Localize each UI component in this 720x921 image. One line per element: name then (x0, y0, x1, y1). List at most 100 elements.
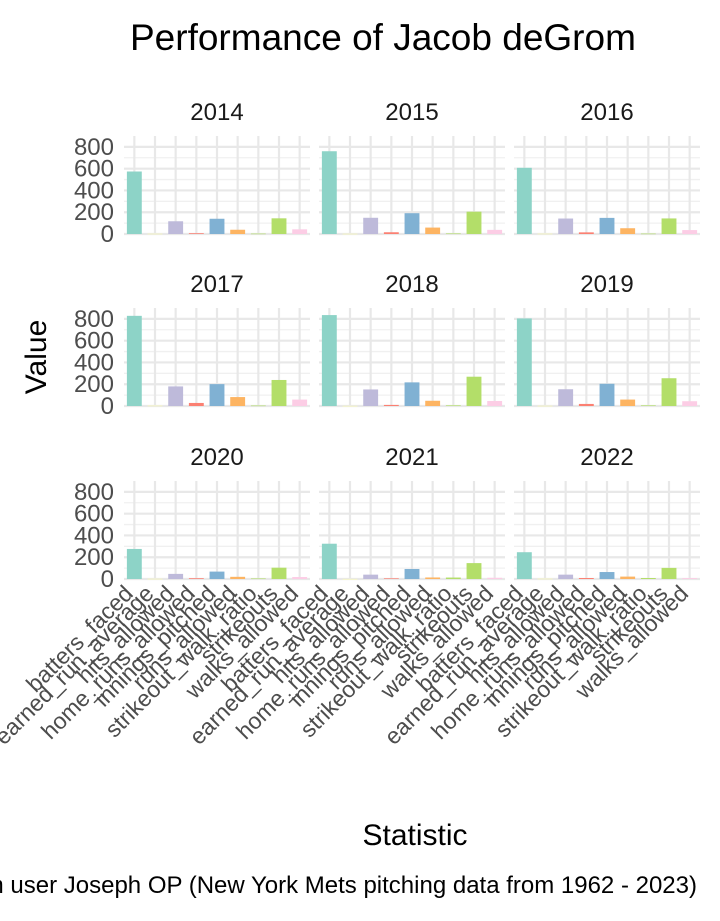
facet-panel-2019: 2019 (514, 271, 700, 408)
facet-strip-label: 2016 (580, 99, 633, 126)
bar-2015-runs_allowed (425, 227, 441, 234)
facet-strip-label: 2015 (385, 99, 438, 126)
bar-2021-runs_allowed (425, 577, 441, 579)
y-axis-label: Value (20, 320, 53, 395)
bar-2016-batters_faced (516, 167, 532, 234)
bar-2021-batters_faced (321, 543, 337, 579)
bar-2014-strikeout_walk_ratio (250, 233, 266, 235)
bar-2017-home_runs_allowed (188, 402, 204, 406)
bar-2015-hits_allowed (363, 217, 379, 234)
bar-2019-hits_allowed (558, 389, 574, 406)
bar-2019-batters_faced (516, 318, 532, 406)
bar-2020-home_runs_allowed (188, 578, 204, 579)
bar-2021-strikeouts (466, 563, 482, 579)
bar-2017-earned_run_average (147, 405, 163, 407)
y-tick-label: 800 (74, 306, 114, 333)
bar-2021-walks_allowed (487, 577, 503, 579)
bar-2019-strikeouts (661, 378, 677, 406)
bar-2020-runs_allowed (230, 576, 246, 579)
bar-2017-strikeout_walk_ratio (250, 405, 266, 407)
facet-strip-label: 2018 (385, 271, 438, 298)
bar-2020-strikeout_walk_ratio (250, 578, 266, 580)
bar-2018-innings_pitched (404, 382, 420, 406)
y-tick-label: 600 (74, 501, 114, 528)
bar-2016-hits_allowed (558, 218, 574, 234)
bar-2017-batters_faced (126, 315, 142, 406)
chart-title: Performance of Jacob deGrom (130, 17, 636, 58)
facet-strip-label: 2020 (190, 444, 243, 471)
bar-2019-runs_allowed (620, 399, 636, 406)
bar-2014-batters_faced (126, 171, 142, 234)
bar-2022-walks_allowed (682, 578, 698, 579)
bar-2017-strikeouts (271, 379, 287, 406)
bar-2017-hits_allowed (168, 386, 184, 406)
bar-2016-runs_allowed (620, 228, 636, 234)
bar-2016-earned_run_average (537, 233, 553, 235)
facet-panel-2015: 2015 (319, 99, 505, 236)
bar-2018-strikeout_walk_ratio (445, 405, 461, 406)
bar-2014-runs_allowed (230, 229, 246, 234)
bar-2018-strikeouts (466, 376, 482, 406)
bar-2015-strikeout_walk_ratio (445, 233, 461, 235)
y-tick-label: 800 (74, 134, 114, 161)
bar-2021-hits_allowed (363, 574, 379, 579)
y-tick-label: 400 (74, 177, 114, 204)
bar-2014-home_runs_allowed (188, 233, 204, 234)
y-tick-label: 0 (101, 221, 114, 248)
bar-2022-runs_allowed (620, 576, 636, 579)
bar-2021-home_runs_allowed (383, 578, 399, 579)
bar-2016-strikeouts (661, 218, 677, 234)
bar-2014-hits_allowed (168, 221, 184, 234)
y-tick-label: 200 (74, 371, 114, 398)
bar-2019-strikeout_walk_ratio (640, 405, 656, 406)
bar-2014-walks_allowed (292, 229, 308, 234)
facet-strip-label: 2019 (580, 271, 633, 298)
bar-2016-innings_pitched (599, 217, 615, 234)
bar-2022-batters_faced (516, 552, 532, 579)
bar-2017-walks_allowed (292, 399, 308, 406)
bar-2022-hits_allowed (558, 574, 574, 579)
bar-2015-earned_run_average (342, 233, 358, 235)
y-tick-label: 600 (74, 328, 114, 355)
bar-2015-home_runs_allowed (383, 232, 399, 234)
bar-2022-earned_run_average (537, 578, 553, 580)
bar-2022-strikeouts (661, 567, 677, 579)
bar-2019-innings_pitched (599, 383, 615, 406)
bar-2018-runs_allowed (425, 400, 441, 406)
bar-2018-walks_allowed (487, 400, 503, 406)
facet-strip-label: 2017 (190, 271, 243, 298)
bar-2017-runs_allowed (230, 397, 246, 406)
bar-2020-hits_allowed (168, 573, 184, 579)
bar-2016-strikeout_walk_ratio (640, 233, 656, 235)
bar-2019-home_runs_allowed (578, 403, 594, 406)
facet-panel-2016: 2016 (514, 99, 700, 236)
bar-2022-strikeout_walk_ratio (640, 577, 656, 579)
y-tick-label: 400 (74, 522, 114, 549)
bar-2016-walks_allowed (682, 230, 698, 234)
bar-2018-batters_faced (321, 315, 337, 406)
y-tick-label: 200 (74, 544, 114, 571)
bar-2020-walks_allowed (292, 577, 308, 579)
bar-2019-walks_allowed (682, 401, 698, 406)
bar-2021-strikeout_walk_ratio (445, 577, 461, 579)
chart-caption: Data source: Kaggle dataset from user Jo… (0, 872, 697, 899)
bar-2014-earned_run_average (147, 233, 163, 235)
bar-2018-home_runs_allowed (383, 404, 399, 406)
bar-2015-innings_pitched (404, 213, 420, 234)
y-tick-label: 400 (74, 349, 114, 376)
bar-2015-walks_allowed (487, 229, 503, 234)
y-tick-label: 800 (74, 479, 114, 506)
facet-strip-label: 2021 (385, 444, 438, 471)
y-tick-label: 0 (101, 393, 114, 420)
bar-2017-innings_pitched (209, 384, 225, 406)
bar-2014-strikeouts (271, 218, 287, 234)
bar-2020-innings_pitched (209, 571, 225, 579)
bar-2022-home_runs_allowed (578, 578, 594, 579)
bar-2018-earned_run_average (342, 405, 358, 407)
bar-2014-innings_pitched (209, 218, 225, 234)
bar-2021-earned_run_average (342, 578, 358, 580)
bar-2015-strikeouts (466, 211, 482, 234)
